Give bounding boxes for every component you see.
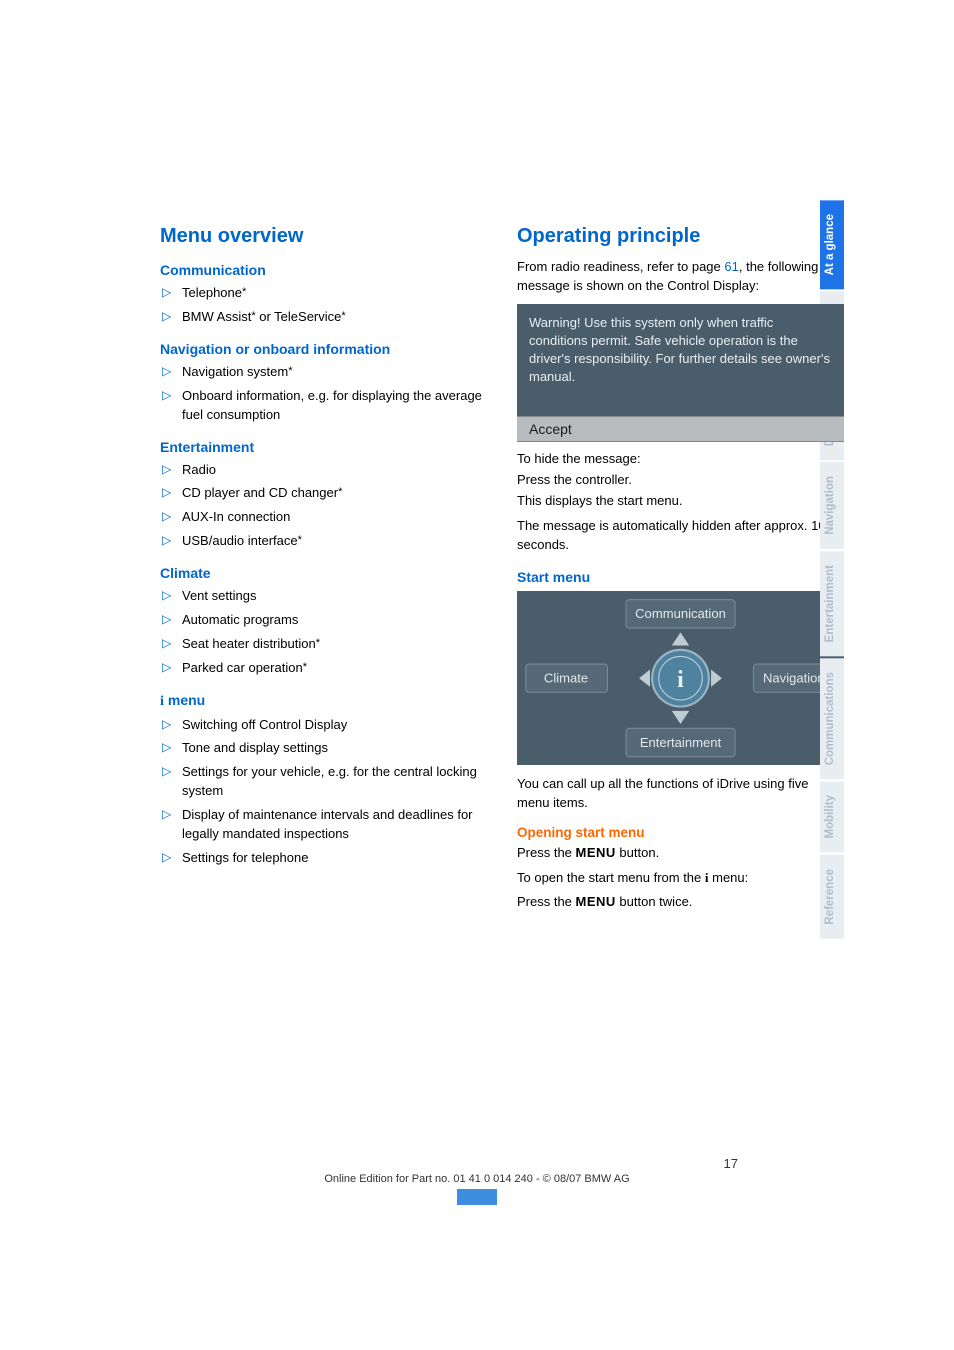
instruction-line: The message is automatically hidden afte…	[517, 517, 844, 555]
accept-button[interactable]: Accept	[517, 416, 844, 442]
list-item: BMW Assist* or TeleService*	[160, 308, 487, 327]
subsection-heading: Navigation or onboard information	[160, 341, 487, 357]
asterisk-icon: *	[288, 365, 292, 377]
subsection-heading: Entertainment	[160, 439, 487, 455]
list-item: Settings for telephone	[160, 849, 487, 868]
list-item: Seat heater distribution*	[160, 635, 487, 654]
asterisk-icon: *	[316, 637, 320, 649]
bullet-list: Telephone*BMW Assist* or TeleService*	[160, 284, 487, 327]
asterisk-icon: *	[338, 486, 342, 498]
svg-text:Communication: Communication	[635, 606, 726, 621]
list-item: Radio	[160, 461, 487, 480]
asterisk-icon: *	[242, 286, 246, 298]
page-ref-61[interactable]: 61	[724, 259, 738, 274]
asterisk-icon: *	[251, 310, 255, 322]
i-icon: i	[160, 694, 164, 710]
left-column: Menu overview CommunicationTelephone*BMW…	[160, 225, 487, 918]
list-item-text: Display of maintenance intervals and dea…	[182, 807, 473, 841]
list-item-text: Parked car operation	[182, 660, 303, 675]
list-item-text: Tone and display settings	[182, 740, 328, 755]
menu-word: MENU	[576, 894, 616, 909]
start-menu-caption: You can call up all the functions of iDr…	[517, 775, 844, 813]
list-item: Display of maintenance intervals and dea…	[160, 806, 487, 844]
list-item: AUX-In connection	[160, 508, 487, 527]
list-item-text: USB/audio interface	[182, 533, 298, 548]
list-item-text: Settings for telephone	[182, 850, 308, 865]
start-menu-heading: Start menu	[517, 569, 844, 585]
warning-box: Warning! Use this system only when traff…	[517, 304, 844, 443]
start-menu-figure: Communication Climate Navigation Enterta…	[517, 591, 844, 765]
list-item: CD player and CD changer*	[160, 484, 487, 503]
intro-paragraph: From radio readiness, refer to page 61, …	[517, 258, 844, 296]
footer-blue-marker	[457, 1189, 497, 1205]
section-tab[interactable]: Communications	[820, 658, 844, 779]
svg-text:Entertainment: Entertainment	[640, 735, 722, 750]
list-item: Onboard information, e.g. for displaying…	[160, 387, 487, 425]
warning-message: Warning! Use this system only when traff…	[517, 304, 844, 417]
asterisk-icon: *	[303, 661, 307, 673]
bullet-list: RadioCD player and CD changer*AUX-In con…	[160, 461, 487, 552]
instruction-line: Press the controller.	[517, 471, 844, 490]
opening-start-menu-heading: Opening start menu	[517, 825, 844, 840]
bullet-list: Vent settings Automatic programs Seat heat…	[160, 587, 487, 678]
list-item-text: Navigation system	[182, 364, 288, 379]
opening-line-1: Press the MENU button.	[517, 844, 844, 863]
asterisk-icon: *	[341, 310, 345, 322]
list-item: Parked car operation*	[160, 659, 487, 678]
list-item: Tone and display settings	[160, 739, 487, 758]
subsection-heading-text: Navigation or onboard information	[160, 341, 390, 357]
list-item: Vent settings	[160, 587, 487, 606]
subsection-heading: Communication	[160, 262, 487, 278]
page-footer: 17 Online Edition for Part no. 01 41 0 0…	[0, 1156, 954, 1185]
instruction-line: This displays the start menu.	[517, 492, 844, 511]
list-item-text: Automatic programs	[182, 612, 298, 627]
list-item-text: Seat heater distribution	[182, 636, 316, 651]
list-item-text: Settings for your vehicle, e.g. for the …	[182, 764, 477, 798]
imprint: Online Edition for Part no. 01 41 0 014 …	[324, 1173, 629, 1185]
asterisk-icon: *	[298, 534, 302, 546]
subsection-heading-text: Entertainment	[160, 439, 254, 455]
svg-text:Climate: Climate	[544, 670, 588, 685]
list-item: Switching off Control Display	[160, 716, 487, 735]
right-column: Operating principle From radio readiness…	[517, 225, 844, 918]
svg-text:Navigation: Navigation	[763, 670, 825, 685]
bullet-list: Switching off Control Display Tone and di…	[160, 716, 487, 868]
opening-line-2: To open the start menu from the i menu:	[517, 869, 844, 888]
list-item-text: Radio	[182, 462, 216, 477]
intro-pre: From radio readiness, refer to page	[517, 259, 724, 274]
subsection-heading-text: Communication	[160, 262, 266, 278]
subsection-heading: i menu	[160, 692, 487, 710]
operating-principle-title: Operating principle	[517, 225, 844, 248]
bullet-list: Navigation system* Onboard information, e…	[160, 363, 487, 425]
subsection-heading: Climate	[160, 565, 487, 581]
section-tab[interactable]: Entertainment	[820, 551, 844, 656]
subsection-heading-text: Climate	[160, 565, 211, 581]
subsection-heading-text: menu	[168, 692, 205, 708]
list-item-text: Onboard information, e.g. for displaying…	[182, 388, 482, 422]
menu-word: MENU	[576, 845, 616, 860]
list-item-suffix: or TeleService	[256, 309, 342, 324]
opening-line-3: Press the MENU button twice.	[517, 893, 844, 912]
menu-overview-title: Menu overview	[160, 225, 487, 248]
list-item: USB/audio interface*	[160, 532, 487, 551]
list-item-text: AUX-In connection	[182, 509, 290, 524]
list-item: Telephone*	[160, 284, 487, 303]
list-item: Navigation system*	[160, 363, 487, 382]
svg-text:i: i	[677, 667, 684, 693]
section-tab[interactable]: At a glance	[820, 200, 844, 289]
start-menu-svg: Communication Climate Navigation Enterta…	[517, 591, 844, 765]
section-tab[interactable]: Reference	[820, 855, 844, 939]
list-item-text: Telephone	[182, 285, 242, 300]
section-tab[interactable]: Navigation	[820, 462, 844, 549]
list-item: Settings for your vehicle, e.g. for the …	[160, 763, 487, 801]
list-item-text: BMW Assist	[182, 309, 251, 324]
list-item-text: Vent settings	[182, 588, 256, 603]
instruction-line: To hide the message:	[517, 450, 844, 469]
list-item: Automatic programs	[160, 611, 487, 630]
list-item-text: CD player and CD changer	[182, 485, 338, 500]
page-number: 17	[0, 1156, 954, 1171]
list-item-text: Switching off Control Display	[182, 717, 347, 732]
section-tab[interactable]: Mobility	[820, 781, 844, 852]
